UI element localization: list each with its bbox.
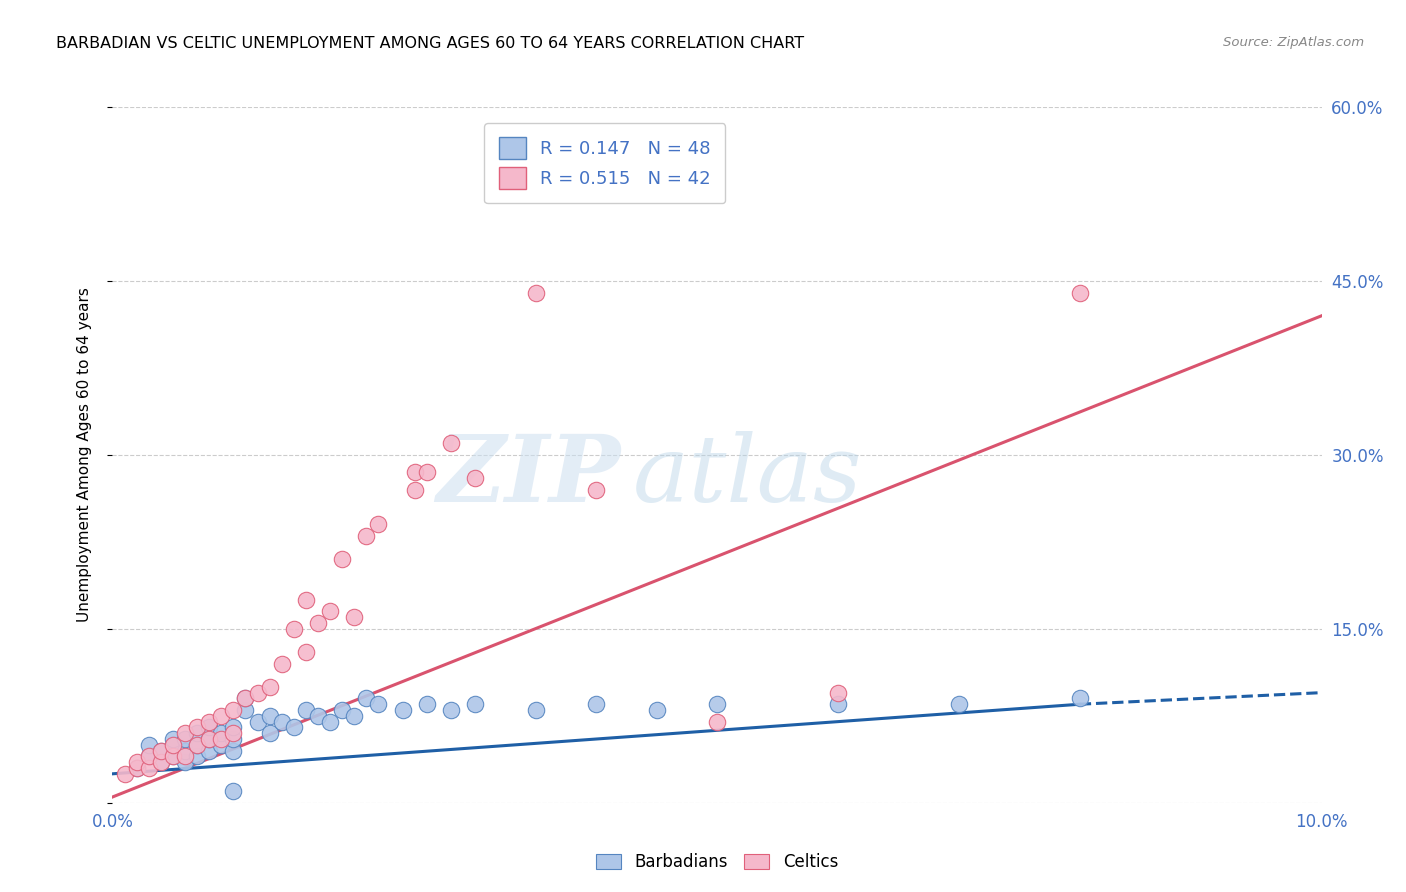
Point — [138, 749, 160, 764]
Point — [209, 708, 232, 723]
Point — [174, 749, 197, 764]
Point — [246, 714, 269, 729]
Point — [307, 708, 329, 723]
Point — [827, 685, 849, 699]
Point — [270, 714, 292, 729]
Point — [367, 517, 389, 532]
Point — [198, 731, 221, 746]
Point — [235, 691, 257, 706]
Point — [149, 744, 172, 758]
Point — [186, 726, 208, 740]
Point — [162, 749, 184, 764]
Point — [235, 703, 257, 717]
Point — [585, 483, 607, 497]
Point — [198, 721, 221, 735]
Point — [186, 721, 208, 735]
Legend: Barbadians, Celtics: Barbadians, Celtics — [589, 847, 845, 878]
Point — [222, 721, 245, 735]
Text: Source: ZipAtlas.com: Source: ZipAtlas.com — [1223, 36, 1364, 49]
Point — [149, 755, 172, 769]
Point — [706, 714, 728, 729]
Point — [585, 698, 607, 712]
Point — [330, 552, 353, 566]
Point — [330, 703, 353, 717]
Point — [440, 436, 463, 450]
Point — [186, 738, 208, 752]
Point — [162, 738, 184, 752]
Point — [235, 691, 257, 706]
Point — [391, 703, 413, 717]
Point — [948, 698, 970, 712]
Point — [464, 698, 486, 712]
Point — [149, 744, 172, 758]
Point — [283, 721, 305, 735]
Point — [295, 645, 318, 659]
Point — [209, 731, 232, 746]
Point — [162, 731, 184, 746]
Point — [706, 698, 728, 712]
Point — [295, 592, 318, 607]
Y-axis label: Unemployment Among Ages 60 to 64 years: Unemployment Among Ages 60 to 64 years — [77, 287, 91, 623]
Point — [222, 744, 245, 758]
Point — [186, 749, 208, 764]
Point — [149, 755, 172, 769]
Point — [222, 726, 245, 740]
Point — [270, 657, 292, 671]
Point — [162, 738, 184, 752]
Point — [524, 285, 547, 300]
Point — [162, 749, 184, 764]
Point — [259, 708, 281, 723]
Point — [222, 731, 245, 746]
Point — [259, 726, 281, 740]
Point — [125, 755, 148, 769]
Point — [319, 714, 342, 729]
Point — [138, 761, 160, 775]
Point — [1069, 285, 1091, 300]
Point — [295, 703, 318, 717]
Point — [138, 749, 160, 764]
Point — [307, 615, 329, 630]
Point — [198, 731, 221, 746]
Point — [174, 731, 197, 746]
Point — [1069, 691, 1091, 706]
Point — [138, 738, 160, 752]
Point — [125, 761, 148, 775]
Point — [319, 605, 342, 619]
Point — [186, 738, 208, 752]
Point — [343, 708, 366, 723]
Point — [174, 755, 197, 769]
Point — [209, 726, 232, 740]
Point — [464, 471, 486, 485]
Text: ZIP: ZIP — [436, 431, 620, 521]
Point — [209, 738, 232, 752]
Point — [222, 703, 245, 717]
Point — [404, 483, 426, 497]
Point — [114, 766, 136, 781]
Text: atlas: atlas — [633, 431, 862, 521]
Point — [259, 680, 281, 694]
Point — [827, 698, 849, 712]
Point — [367, 698, 389, 712]
Point — [125, 761, 148, 775]
Text: BARBADIAN VS CELTIC UNEMPLOYMENT AMONG AGES 60 TO 64 YEARS CORRELATION CHART: BARBADIAN VS CELTIC UNEMPLOYMENT AMONG A… — [56, 36, 804, 51]
Point — [174, 744, 197, 758]
Point — [416, 466, 439, 480]
Point — [246, 685, 269, 699]
Point — [198, 714, 221, 729]
Point — [524, 703, 547, 717]
Point — [404, 466, 426, 480]
Point — [416, 698, 439, 712]
Point — [440, 703, 463, 717]
Point — [356, 691, 378, 706]
Point — [174, 726, 197, 740]
Point — [645, 703, 668, 717]
Point — [343, 610, 366, 624]
Point — [356, 529, 378, 543]
Point — [222, 784, 245, 798]
Point — [283, 622, 305, 636]
Point — [198, 744, 221, 758]
